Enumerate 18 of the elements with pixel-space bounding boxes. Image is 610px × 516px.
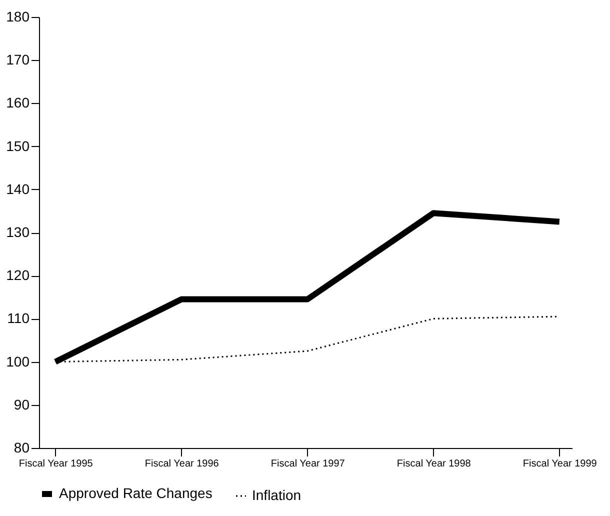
x-tick-label: Fiscal Year 1996 [144, 458, 220, 470]
y-tick-label: 160 [6, 94, 30, 111]
y-tick-label: 110 [7, 310, 30, 326]
y-tick-label: 130 [6, 224, 30, 240]
y-tick-label: 90 [14, 396, 30, 412]
y-tick-label: 140 [6, 180, 30, 197]
x-tick-label: Fiscal Year 1995 [18, 458, 94, 470]
y-tick-label: 180 [6, 8, 30, 24]
y-tick-label: 120 [6, 267, 30, 284]
legend-label: Inflation [252, 487, 302, 503]
y-tick-label: 150 [6, 138, 30, 154]
y-tick-label: 170 [6, 52, 30, 68]
x-tick-label: Fiscal Year 1999 [522, 458, 598, 470]
x-tick-label: Fiscal Year 1997 [270, 458, 346, 470]
y-tick-label: 100 [6, 353, 30, 370]
legend-label: Approved Rate Changes [59, 485, 212, 501]
y-tick-label: 80 [14, 440, 30, 456]
x-tick-label: Fiscal Year 1998 [396, 458, 472, 470]
